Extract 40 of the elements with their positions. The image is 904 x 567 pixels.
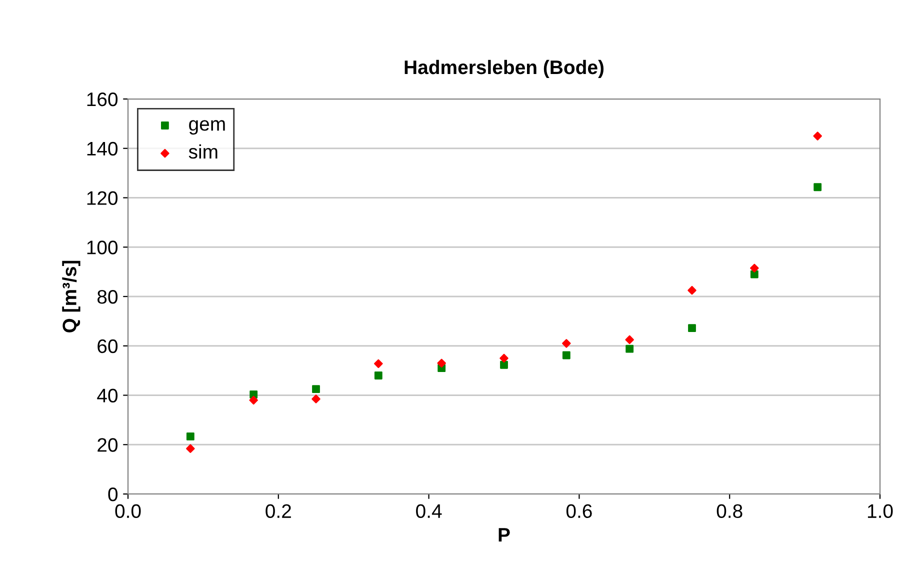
point xyxy=(500,354,508,363)
y-tick-label: 0 xyxy=(108,487,118,502)
point xyxy=(186,432,194,440)
y-axis-title: Q [m³/s] xyxy=(62,260,80,332)
point xyxy=(562,339,571,348)
x-tick-label: 0.4 xyxy=(416,504,442,518)
point xyxy=(688,324,696,332)
x-tick-label: 0.8 xyxy=(716,504,742,518)
point xyxy=(437,358,446,368)
point xyxy=(249,396,258,405)
point xyxy=(814,183,822,192)
point xyxy=(813,132,822,140)
point xyxy=(625,335,634,344)
point xyxy=(186,444,195,453)
point xyxy=(374,359,383,368)
point xyxy=(750,264,759,272)
x-tick-label: 0.2 xyxy=(266,504,291,518)
point xyxy=(750,270,758,278)
point xyxy=(312,385,320,394)
point xyxy=(688,286,696,295)
x-tick-label: 1.0 xyxy=(868,504,893,518)
legend-label: sim xyxy=(188,144,218,159)
y-tick-label: 20 xyxy=(98,438,118,452)
y-tick-label: 100 xyxy=(87,240,118,254)
y-tick-label: 120 xyxy=(87,191,118,205)
y-tick-label: 160 xyxy=(87,92,118,106)
point xyxy=(562,351,570,360)
x-tick-label: 0.0 xyxy=(115,504,141,518)
point xyxy=(312,394,320,404)
y-tick-label: 140 xyxy=(87,142,118,156)
y-tick-label: 60 xyxy=(98,339,118,354)
chart-title: Hadmersleben (Bode) xyxy=(404,60,604,78)
point xyxy=(374,372,382,380)
x-tick-label: 0.6 xyxy=(566,504,592,518)
point xyxy=(626,344,634,353)
y-tick-label: 80 xyxy=(97,290,118,304)
legend-label: gem xyxy=(189,120,225,135)
point xyxy=(500,360,508,369)
x-axis-title: P xyxy=(498,528,510,542)
y-tick-label: 40 xyxy=(97,388,118,402)
